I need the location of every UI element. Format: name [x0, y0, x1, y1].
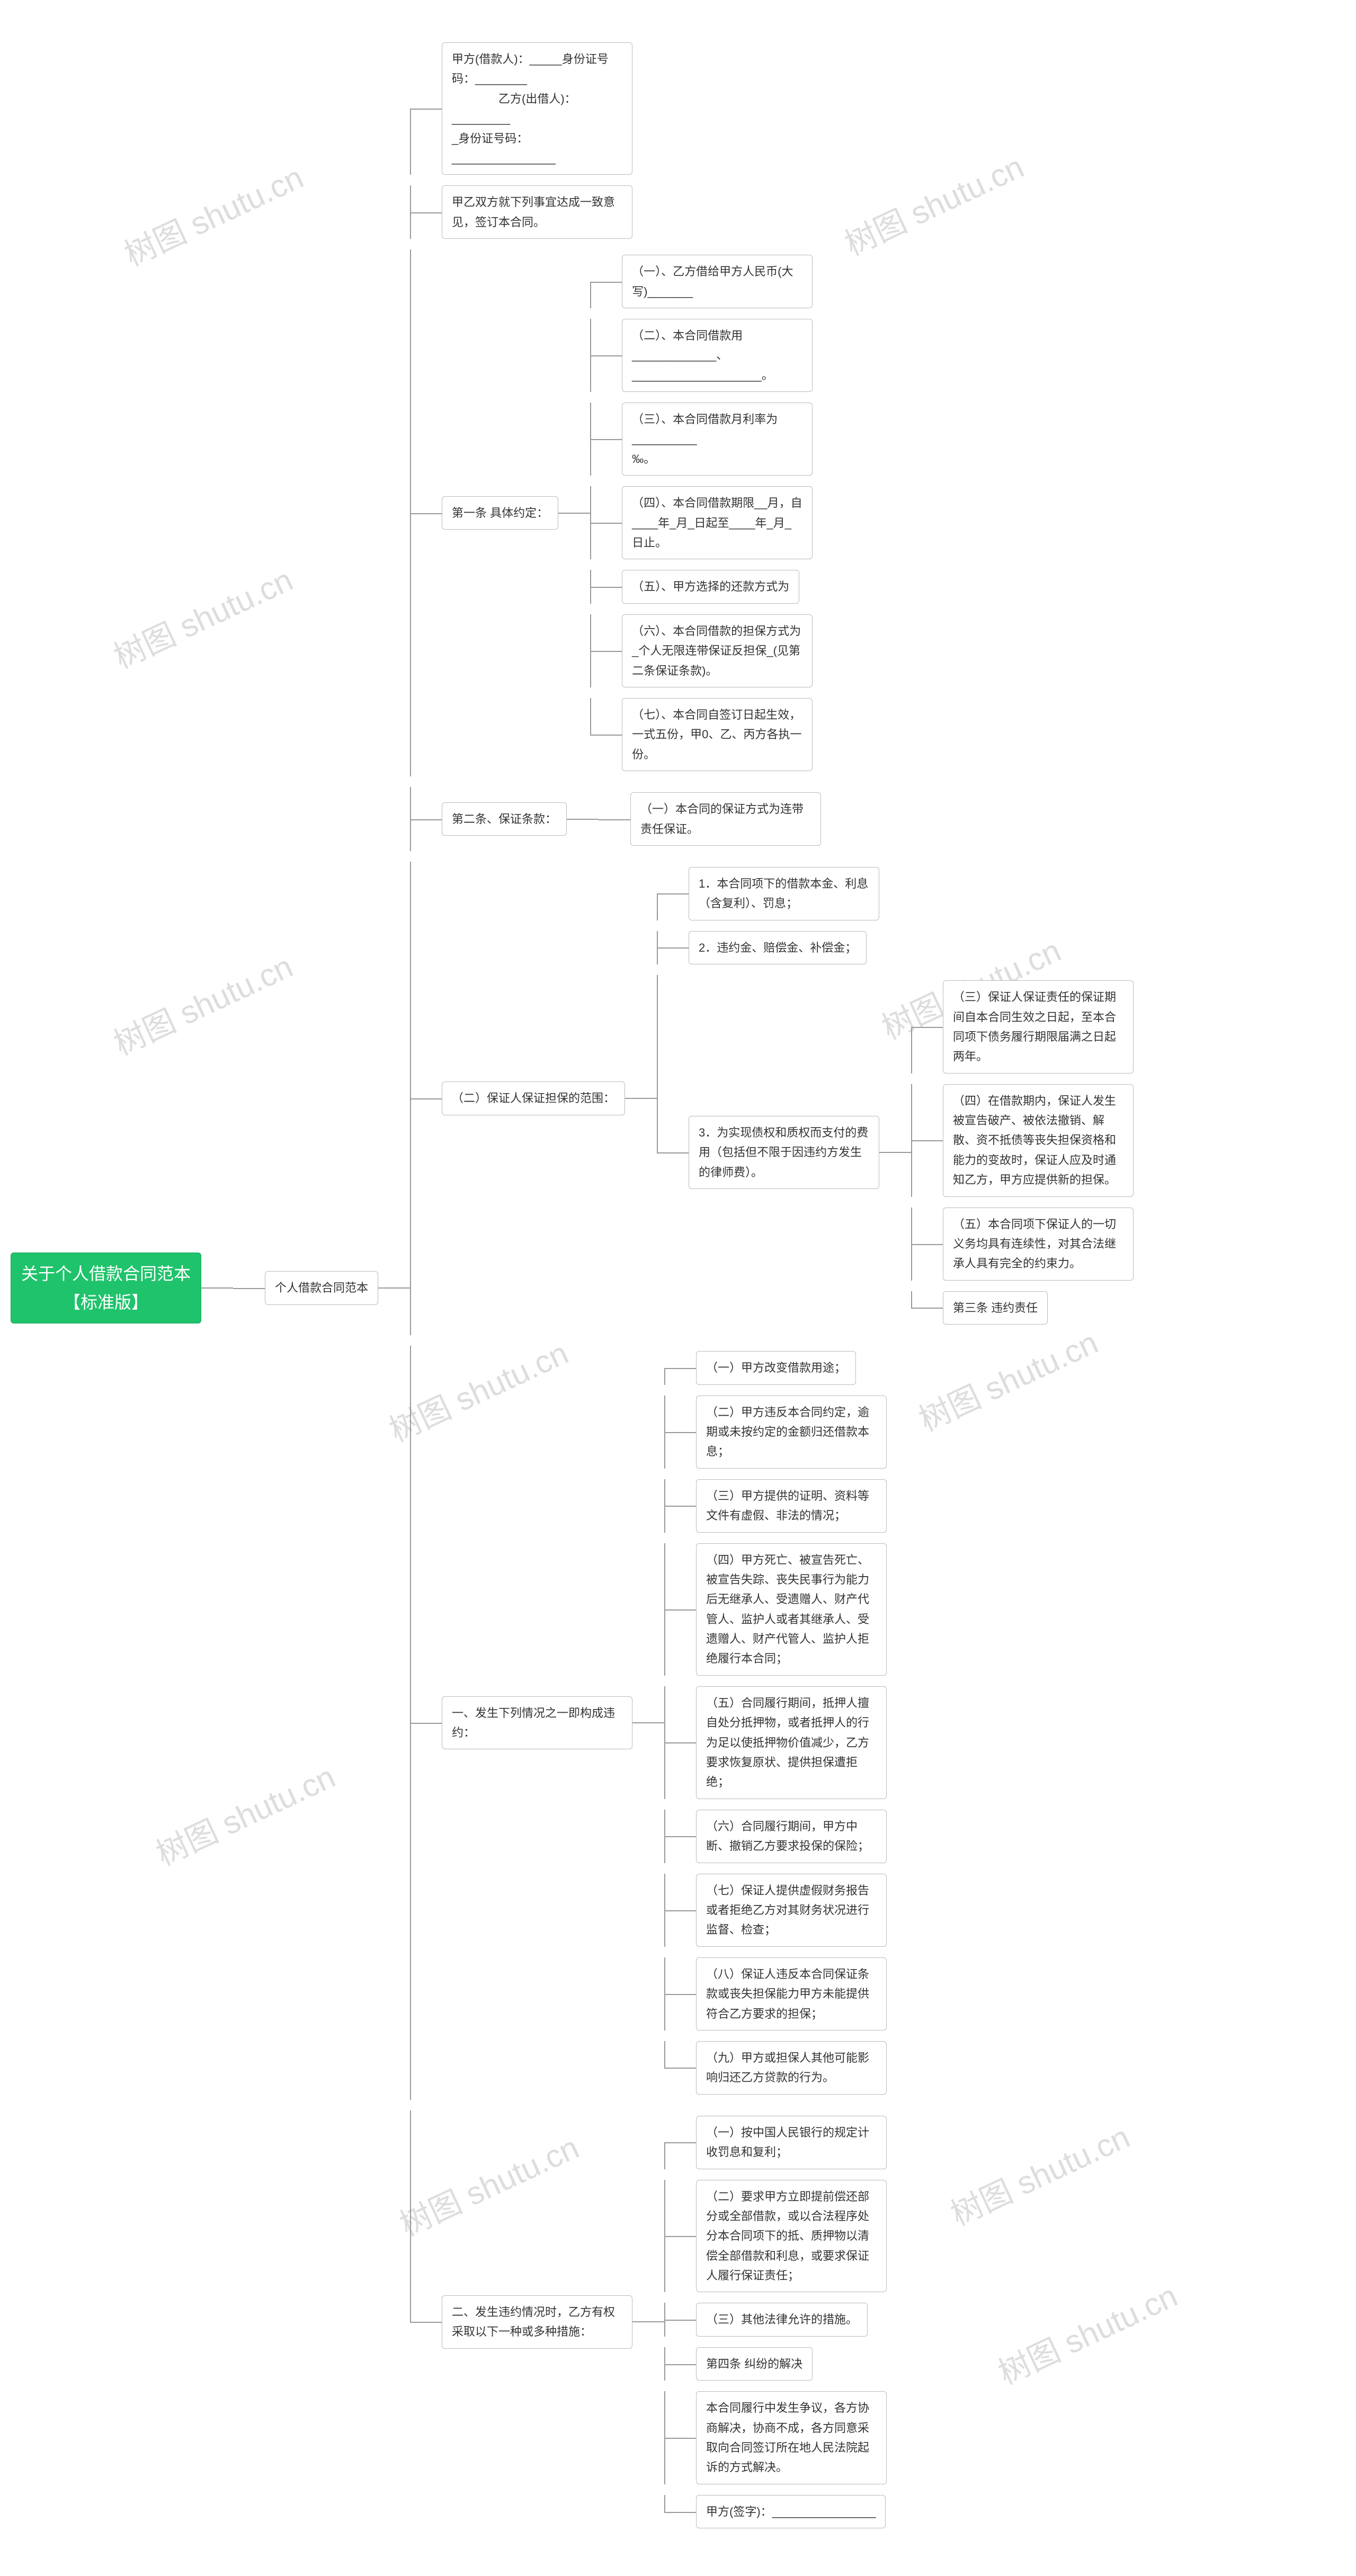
tree-node: 第四条 纠纷的解决: [696, 2347, 813, 2381]
tree-item: （七）、本合同自签订日起生效，一式五份，甲0、乙、丙方各执一份。: [590, 698, 813, 771]
tree-node: （七）保证人提供虚假财务报告或者拒绝乙方对其财务状况进行监督、检查；: [696, 1874, 887, 1947]
tree-node: 第一条 具体约定：: [442, 496, 558, 530]
tree-item: （三）保证人保证责任的保证期间自本合同生效之日起，至本合同项下债务履行期限届满之…: [911, 980, 1134, 1074]
tree-node: （二）要求甲方立即提前偿还部分或全部借款，或以合法程序处分本合同项下的抵、质押物…: [696, 2180, 887, 2293]
tree-node: （三）甲方提供的证明、资料等文件有虚假、非法的情况；: [696, 1479, 887, 1533]
tree-node: 二、发生违约情况时，乙方有权采取以下一种或多种措施：: [442, 2295, 632, 2349]
tree-node: 第三条 违约责任: [943, 1291, 1048, 1325]
children-group: （一）甲方改变借款用途； （二）甲方违反本合同约定，逾期或未按约定的金额归还借款本…: [664, 1346, 887, 2100]
connector: [632, 2321, 664, 2322]
children-group: （一）本合同的保证方式为连带责任保证。: [599, 787, 821, 851]
tree-node: （四）甲方死亡、被宣告死亡、被宣告失踪、丧失民事行为能力后无继承人、受遗赠人、财…: [696, 1543, 887, 1676]
children-group: 个人借款合同范本 甲方(借款人)：_____身份证号码：________ 乙方(出…: [233, 32, 1134, 2544]
tree-item: 个人借款合同范本 甲方(借款人)：_____身份证号码：________ 乙方(出…: [233, 37, 1134, 2539]
tree-item: 一、发生下列情况之一即构成违约： （一）甲方改变借款用途； （二）甲方违反本合同约定…: [410, 1346, 1134, 2100]
tree-node: （二）甲方违反本合同约定，逾期或未按约定的金额归还借款本息；: [696, 1396, 887, 1469]
tree-item: 3．为实现债权和质权而支付的费用（包括但不限于因违约方发生的律师费）。 （三）保证…: [657, 975, 1134, 1330]
tree-node: （一）本合同的保证方式为连带责任保证。: [630, 792, 821, 846]
tree-item: （二）保证人保证担保的范围： 1．本合同项下的借款本金、利息（含复利）、罚息； 2．…: [410, 862, 1134, 1335]
tree-item: （九）甲方或担保人其他可能影响归还乙方贷款的行为。: [664, 2041, 887, 2095]
tree-item: （一）按中国人民银行的规定计收罚息和复利；: [664, 2116, 887, 2169]
tree-item: 第一条 具体约定： （一）、乙方借给甲方人民币(大写)_______ （二）、本合同…: [410, 249, 1134, 776]
tree-item: （二）、本合同借款用_____________、________________…: [590, 319, 813, 392]
children-group: （一）、乙方借给甲方人民币(大写)_______ （二）、本合同借款用______…: [590, 249, 813, 776]
tree-node: （二）、本合同借款用_____________、________________…: [622, 319, 813, 392]
connector: [625, 1098, 657, 1099]
tree-item: 第三条 违约责任: [911, 1291, 1134, 1325]
tree-item: （八）保证人违反本合同保证条款或丧失担保能力甲方未能提供符合乙方要求的担保；: [664, 1957, 887, 2031]
tree-item: （三）其他法律允许的措施。: [664, 2303, 887, 2336]
tree-node: 甲方(签字)：________________: [696, 2495, 886, 2528]
tree-root-list: 关于个人借款合同范本【标准版】 个人借款合同范本 甲方(借款人)：_____身份证号…: [11, 32, 1134, 2544]
connector: [201, 1287, 233, 1289]
connector: [567, 819, 599, 820]
tree-node: 本合同履行中发生争议，各方协商解决，协商不成，各方同意采取向合同签订所在地人民法…: [696, 2391, 887, 2484]
tree-node: （四）、本合同借款期限__月，自____年_月_日起至____年_月_日止。: [622, 486, 813, 559]
tree-item: （一）甲方改变借款用途；: [664, 1351, 887, 1384]
connector: [632, 1722, 664, 1723]
connector: [879, 1152, 911, 1153]
connector: [558, 513, 590, 514]
tree-item: 第二条、保证条款： （一）本合同的保证方式为连带责任保证。: [410, 787, 1134, 851]
tree-node: 2．违约金、赔偿金、补偿金；: [689, 931, 867, 964]
tree-node: （九）甲方或担保人其他可能影响归还乙方贷款的行为。: [696, 2041, 887, 2095]
tree-node: （一）按中国人民银行的规定计收罚息和复利；: [696, 2116, 887, 2169]
tree-item: （四）在借款期内，保证人发生被宣告破产、被依法撤销、解散、资不抵债等丧失担保资格…: [911, 1084, 1134, 1197]
tree-node: （七）、本合同自签订日起生效，一式五份，甲0、乙、丙方各执一份。: [622, 698, 813, 771]
tree-node: （二）保证人保证担保的范围：: [442, 1081, 625, 1115]
root-node: 关于个人借款合同范本【标准版】: [11, 1253, 201, 1324]
tree-node: 甲乙双方就下列事宜达成一致意见，签订本合同。: [442, 185, 632, 239]
tree-item: 甲方(签字)：________________: [664, 2495, 887, 2528]
children-group: 1．本合同项下的借款本金、利息（含复利）、罚息； 2．违约金、赔偿金、补偿金； 3．…: [657, 862, 1134, 1335]
tree-node: （五）本合同项下保证人的一切义务均具有连续性，对其合法继承人具有完全的约束力。: [943, 1208, 1134, 1281]
tree-item: （五）合同履行期间，抵押人擅自处分抵押物，或者抵押人的行为足以使抵押物价值减少，…: [664, 1686, 887, 1799]
tree-node: （三）、本合同借款月利率为__________‰。: [622, 402, 813, 476]
tree-item: （七）保证人提供虚假财务报告或者拒绝乙方对其财务状况进行监督、检查；: [664, 1874, 887, 1947]
tree-node: （一）、乙方借给甲方人民币(大写)_______: [622, 255, 813, 308]
children-group: （一）按中国人民银行的规定计收罚息和复利； （二）要求甲方立即提前偿还部分或全部借…: [664, 2110, 887, 2534]
tree-node: （六）、本合同借款的担保方式为_个人无限连带保证反担保_(见第二条保证条款)。: [622, 614, 813, 687]
tree-item: （四）甲方死亡、被宣告死亡、被宣告失踪、丧失民事行为能力后无继承人、受遗赠人、财…: [664, 1543, 887, 1676]
tree-node: （一）甲方改变借款用途；: [696, 1351, 856, 1384]
tree-node: （五）合同履行期间，抵押人擅自处分抵押物，或者抵押人的行为足以使抵押物价值减少，…: [696, 1686, 887, 1799]
tree-node: 3．为实现债权和质权而支付的费用（包括但不限于因违约方发生的律师费）。: [689, 1116, 879, 1189]
children-group: 甲方(借款人)：_____身份证号码：________ 乙方(出借人)：____…: [410, 37, 1134, 2539]
tree-node: 甲方(借款人)：_____身份证号码：________ 乙方(出借人)：____…: [442, 42, 632, 175]
connector: [378, 1287, 410, 1289]
tree-item: 关于个人借款合同范本【标准版】 个人借款合同范本 甲方(借款人)：_____身份证号…: [11, 32, 1134, 2544]
tree-node: （四）在借款期内，保证人发生被宣告破产、被依法撤销、解散、资不抵债等丧失担保资格…: [943, 1084, 1134, 1197]
tree-item: （三）甲方提供的证明、资料等文件有虚假、非法的情况；: [664, 1479, 887, 1533]
tree-item: （六）合同履行期间，甲方中断、撤销乙方要求投保的保险；: [664, 1810, 887, 1863]
tree-node: （六）合同履行期间，甲方中断、撤销乙方要求投保的保险；: [696, 1810, 887, 1863]
tree-node: 个人借款合同范本: [265, 1271, 378, 1304]
tree-node: 第二条、保证条款：: [442, 802, 567, 836]
tree-node: （三）保证人保证责任的保证期间自本合同生效之日起，至本合同项下债务履行期限届满之…: [943, 980, 1134, 1074]
tree-item: （五）本合同项下保证人的一切义务均具有连续性，对其合法继承人具有完全的约束力。: [911, 1208, 1134, 1281]
tree-node: 1．本合同项下的借款本金、利息（含复利）、罚息；: [689, 867, 879, 920]
tree-item: （三）、本合同借款月利率为__________‰。: [590, 402, 813, 476]
tree-item: （一）本合同的保证方式为连带责任保证。: [599, 792, 821, 846]
children-group: （三）保证人保证责任的保证期间自本合同生效之日起，至本合同项下债务履行期限届满之…: [911, 975, 1134, 1330]
tree-item: 1．本合同项下的借款本金、利息（含复利）、罚息；: [657, 867, 1134, 920]
tree-item: 第四条 纠纷的解决: [664, 2347, 887, 2381]
tree-node: （五）、甲方选择的还款方式为: [622, 570, 799, 603]
tree-item: （六）、本合同借款的担保方式为_个人无限连带保证反担保_(见第二条保证条款)。: [590, 614, 813, 687]
tree-item: 2．违约金、赔偿金、补偿金；: [657, 931, 1134, 964]
tree-item: 本合同履行中发生争议，各方协商解决，协商不成，各方同意采取向合同签订所在地人民法…: [664, 2391, 887, 2484]
tree-item: （二）甲方违反本合同约定，逾期或未按约定的金额归还借款本息；: [664, 1396, 887, 1469]
tree-item: 二、发生违约情况时，乙方有权采取以下一种或多种措施： （一）按中国人民银行的规定计…: [410, 2110, 1134, 2534]
tree-item: （四）、本合同借款期限__月，自____年_月_日起至____年_月_日止。: [590, 486, 813, 559]
tree-item: （五）、甲方选择的还款方式为: [590, 570, 813, 603]
tree-node: （三）其他法律允许的措施。: [696, 2303, 868, 2336]
tree-item: 甲乙双方就下列事宜达成一致意见，签订本合同。: [410, 185, 1134, 239]
tree-node: 一、发生下列情况之一即构成违约：: [442, 1696, 632, 1750]
tree-item: （一）、乙方借给甲方人民币(大写)_______: [590, 255, 813, 308]
tree-node: （八）保证人违反本合同保证条款或丧失担保能力甲方未能提供符合乙方要求的担保；: [696, 1957, 887, 2031]
tree-item: （二）要求甲方立即提前偿还部分或全部借款，或以合法程序处分本合同项下的抵、质押物…: [664, 2180, 887, 2293]
tree-item: 甲方(借款人)：_____身份证号码：________ 乙方(出借人)：____…: [410, 42, 1134, 175]
